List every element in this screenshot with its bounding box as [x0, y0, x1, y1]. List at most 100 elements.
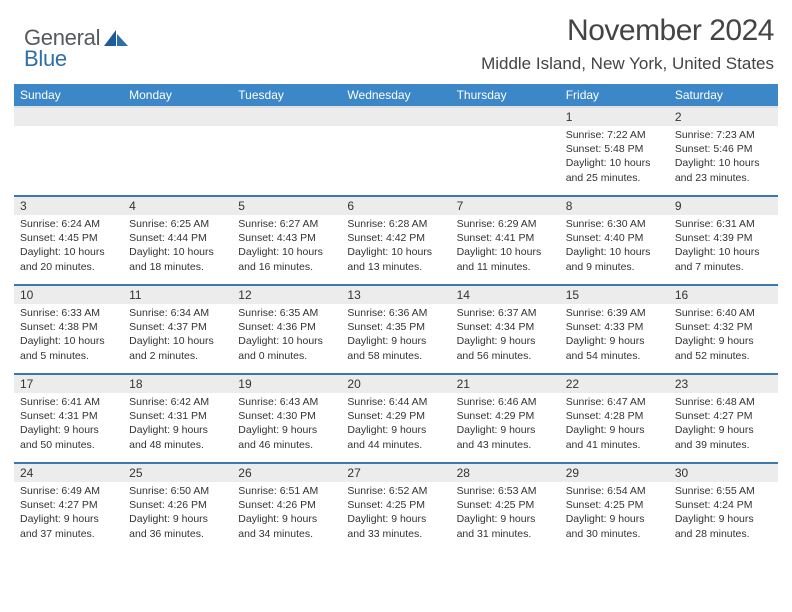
sunrise-text: Sunrise: 6:25 AM [129, 217, 226, 231]
daylight-text: Daylight: 10 hours and 23 minutes. [675, 156, 772, 184]
day-detail-cell [341, 126, 450, 196]
sunrise-text: Sunrise: 6:41 AM [20, 395, 117, 409]
daylight-text: Daylight: 9 hours and 37 minutes. [20, 512, 117, 540]
day-number-cell: 13 [341, 285, 450, 304]
day-number-cell: 9 [669, 196, 778, 215]
week-detail-row: Sunrise: 6:41 AMSunset: 4:31 PMDaylight:… [14, 393, 778, 463]
sunset-text: Sunset: 4:36 PM [238, 320, 335, 334]
sunrise-text: Sunrise: 6:55 AM [675, 484, 772, 498]
day-detail-cell: Sunrise: 6:33 AMSunset: 4:38 PMDaylight:… [14, 304, 123, 374]
day-number-cell: 22 [560, 374, 669, 393]
day-header: Wednesday [341, 84, 450, 107]
sunset-text: Sunset: 4:29 PM [347, 409, 444, 423]
sunset-text: Sunset: 4:44 PM [129, 231, 226, 245]
daylight-text: Daylight: 9 hours and 43 minutes. [457, 423, 554, 451]
day-number-cell: 2 [669, 107, 778, 126]
sunrise-text: Sunrise: 6:29 AM [457, 217, 554, 231]
sunset-text: Sunset: 4:39 PM [675, 231, 772, 245]
sunset-text: Sunset: 4:37 PM [129, 320, 226, 334]
sunrise-text: Sunrise: 7:23 AM [675, 128, 772, 142]
daylight-text: Daylight: 10 hours and 13 minutes. [347, 245, 444, 273]
daylight-text: Daylight: 10 hours and 25 minutes. [566, 156, 663, 184]
day-number-cell: 21 [451, 374, 560, 393]
day-detail-cell: Sunrise: 6:31 AMSunset: 4:39 PMDaylight:… [669, 215, 778, 285]
sunrise-text: Sunrise: 6:52 AM [347, 484, 444, 498]
sail-icon [102, 28, 130, 50]
daylight-text: Daylight: 9 hours and 46 minutes. [238, 423, 335, 451]
day-detail-cell [232, 126, 341, 196]
day-number-cell: 28 [451, 463, 560, 482]
brand-word2: Blue [24, 49, 100, 70]
sunrise-text: Sunrise: 6:44 AM [347, 395, 444, 409]
sunset-text: Sunset: 4:35 PM [347, 320, 444, 334]
daylight-text: Daylight: 10 hours and 16 minutes. [238, 245, 335, 273]
day-number-cell: 15 [560, 285, 669, 304]
sunrise-text: Sunrise: 6:35 AM [238, 306, 335, 320]
week-daynum-row: 3456789 [14, 196, 778, 215]
location-text: Middle Island, New York, United States [481, 54, 774, 74]
week-daynum-row: 24252627282930 [14, 463, 778, 482]
day-detail-cell: Sunrise: 6:41 AMSunset: 4:31 PMDaylight:… [14, 393, 123, 463]
daylight-text: Daylight: 9 hours and 39 minutes. [675, 423, 772, 451]
daylight-text: Daylight: 9 hours and 28 minutes. [675, 512, 772, 540]
day-header: Thursday [451, 84, 560, 107]
brand-text: General Blue [24, 28, 100, 70]
sunrise-text: Sunrise: 6:27 AM [238, 217, 335, 231]
day-detail-cell: Sunrise: 6:43 AMSunset: 4:30 PMDaylight:… [232, 393, 341, 463]
week-daynum-row: 10111213141516 [14, 285, 778, 304]
sunrise-text: Sunrise: 6:51 AM [238, 484, 335, 498]
sunset-text: Sunset: 4:26 PM [129, 498, 226, 512]
day-number-cell: 12 [232, 285, 341, 304]
sunrise-text: Sunrise: 6:46 AM [457, 395, 554, 409]
day-detail-cell [451, 126, 560, 196]
day-detail-cell: Sunrise: 6:47 AMSunset: 4:28 PMDaylight:… [560, 393, 669, 463]
sunset-text: Sunset: 4:27 PM [20, 498, 117, 512]
day-detail-cell: Sunrise: 6:55 AMSunset: 4:24 PMDaylight:… [669, 482, 778, 552]
sunset-text: Sunset: 4:31 PM [20, 409, 117, 423]
day-header: Saturday [669, 84, 778, 107]
daylight-text: Daylight: 9 hours and 48 minutes. [129, 423, 226, 451]
day-detail-cell: Sunrise: 6:48 AMSunset: 4:27 PMDaylight:… [669, 393, 778, 463]
sunset-text: Sunset: 4:25 PM [347, 498, 444, 512]
daylight-text: Daylight: 9 hours and 52 minutes. [675, 334, 772, 362]
sunrise-text: Sunrise: 6:28 AM [347, 217, 444, 231]
day-number-cell: 11 [123, 285, 232, 304]
day-number-cell [14, 107, 123, 126]
daylight-text: Daylight: 9 hours and 31 minutes. [457, 512, 554, 540]
day-detail-cell: Sunrise: 6:27 AMSunset: 4:43 PMDaylight:… [232, 215, 341, 285]
day-number-cell [123, 107, 232, 126]
day-number-cell: 23 [669, 374, 778, 393]
day-number-cell: 3 [14, 196, 123, 215]
day-number-cell: 1 [560, 107, 669, 126]
day-detail-cell: Sunrise: 6:37 AMSunset: 4:34 PMDaylight:… [451, 304, 560, 374]
sunset-text: Sunset: 4:33 PM [566, 320, 663, 334]
sunset-text: Sunset: 5:48 PM [566, 142, 663, 156]
sunset-text: Sunset: 4:25 PM [566, 498, 663, 512]
week-detail-row: Sunrise: 6:49 AMSunset: 4:27 PMDaylight:… [14, 482, 778, 552]
day-number-cell: 27 [341, 463, 450, 482]
brand-logo: General Blue [14, 14, 130, 70]
month-title: November 2024 [481, 14, 774, 48]
day-detail-cell: Sunrise: 6:36 AMSunset: 4:35 PMDaylight:… [341, 304, 450, 374]
sunrise-text: Sunrise: 6:47 AM [566, 395, 663, 409]
daylight-text: Daylight: 9 hours and 44 minutes. [347, 423, 444, 451]
sunrise-text: Sunrise: 6:24 AM [20, 217, 117, 231]
day-number-cell: 17 [14, 374, 123, 393]
day-number-cell: 20 [341, 374, 450, 393]
title-block: November 2024 Middle Island, New York, U… [481, 14, 778, 74]
week-daynum-row: 12 [14, 107, 778, 126]
daylight-text: Daylight: 10 hours and 11 minutes. [457, 245, 554, 273]
day-number-cell: 14 [451, 285, 560, 304]
sunset-text: Sunset: 4:42 PM [347, 231, 444, 245]
daylight-text: Daylight: 9 hours and 50 minutes. [20, 423, 117, 451]
sunrise-text: Sunrise: 6:34 AM [129, 306, 226, 320]
daylight-text: Daylight: 9 hours and 36 minutes. [129, 512, 226, 540]
sunrise-text: Sunrise: 6:48 AM [675, 395, 772, 409]
day-header-row: SundayMondayTuesdayWednesdayThursdayFrid… [14, 84, 778, 107]
day-header: Monday [123, 84, 232, 107]
sunrise-text: Sunrise: 6:30 AM [566, 217, 663, 231]
day-number-cell: 24 [14, 463, 123, 482]
daylight-text: Daylight: 10 hours and 7 minutes. [675, 245, 772, 273]
day-detail-cell: Sunrise: 6:28 AMSunset: 4:42 PMDaylight:… [341, 215, 450, 285]
sunset-text: Sunset: 4:25 PM [457, 498, 554, 512]
